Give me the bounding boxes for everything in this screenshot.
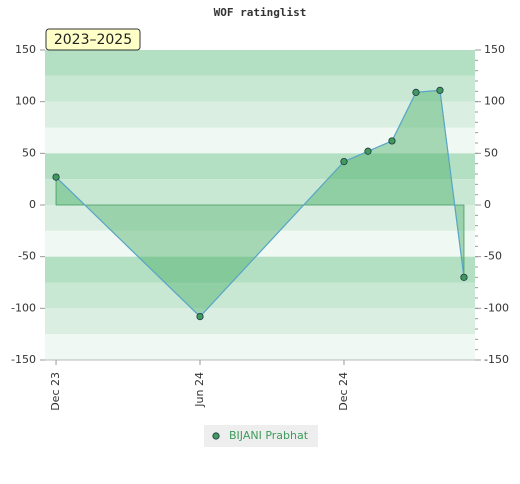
y-tick-label: 100 <box>15 95 36 108</box>
y-tick-label: -100 <box>11 301 36 314</box>
legend-marker <box>212 432 220 440</box>
y-tick-label: 50 <box>22 146 36 159</box>
y-tick-label: 150 <box>15 43 36 56</box>
y2-tick-label: 150 <box>484 43 505 56</box>
y2-tick-label: -100 <box>484 301 509 314</box>
point <box>412 88 420 96</box>
legend-label: BIJANI Prabhat <box>229 429 309 442</box>
band <box>45 127 475 154</box>
badge-box <box>45 28 141 51</box>
band <box>45 153 475 180</box>
x-tick-label: Jun 24 <box>193 372 206 408</box>
band <box>45 101 475 128</box>
line <box>55 89 465 318</box>
y-tick-label: -50 <box>18 250 36 263</box>
badge: 2023–2025 <box>54 32 132 48</box>
y2-tick-label: 0 <box>484 198 491 211</box>
y2-tick-label: 50 <box>484 146 498 159</box>
y-tick-label: 0 <box>29 198 36 211</box>
band <box>45 308 475 335</box>
point <box>436 86 444 94</box>
legend-box <box>204 425 318 447</box>
band <box>45 179 475 205</box>
point <box>340 158 348 166</box>
y2-tick-label: 100 <box>484 95 505 108</box>
y2-tick-label: -150 <box>484 353 509 366</box>
band <box>45 334 475 360</box>
x-tick-label: Dec 24 <box>337 372 350 411</box>
point <box>460 273 468 281</box>
point <box>364 147 372 155</box>
chart-title: WOF ratinglist <box>214 6 307 19</box>
band <box>45 50 475 76</box>
y2-tick-label: -50 <box>484 250 502 263</box>
band <box>45 75 475 102</box>
y-tick-label: -150 <box>11 353 36 366</box>
point <box>52 173 60 181</box>
point <box>388 137 396 145</box>
x-tick-label: Dec 23 <box>49 372 62 411</box>
band <box>45 256 475 283</box>
band <box>45 282 475 309</box>
point <box>196 312 204 321</box>
band <box>45 205 475 231</box>
